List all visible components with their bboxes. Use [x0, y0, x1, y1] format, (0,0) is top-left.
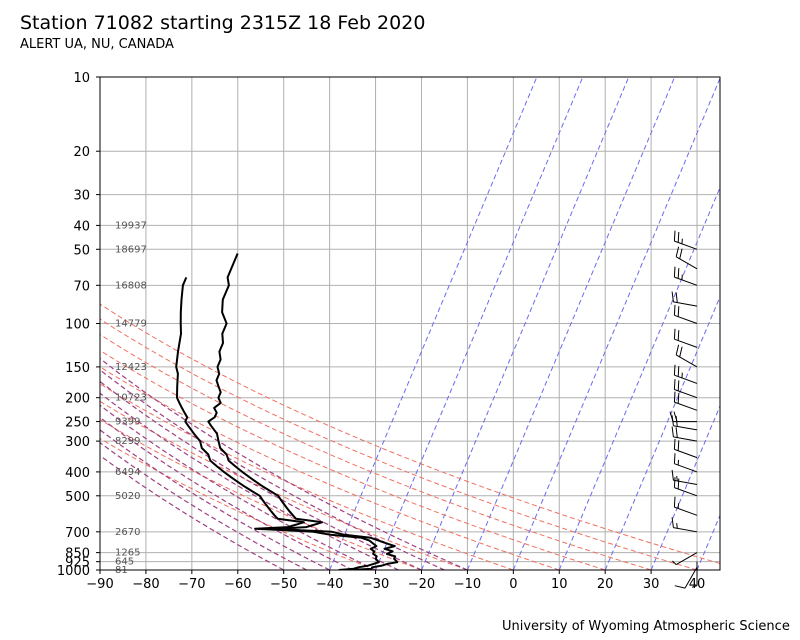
dry-adiabat-line [100, 437, 376, 570]
x-tick-label: −10 [454, 577, 481, 592]
y-tick-label: 70 [73, 279, 90, 294]
y-tick-label: 40 [73, 219, 90, 234]
y-tick-label: 30 [73, 189, 90, 204]
x-tick-label: −30 [362, 577, 389, 592]
chart-title: Station 71082 starting 2315Z 18 Feb 2020 [20, 12, 426, 34]
moist-adiabat-line [100, 357, 468, 570]
height-label: 14779 [115, 319, 147, 330]
x-tick-label: −20 [408, 577, 435, 592]
y-tick-label: 150 [65, 361, 90, 376]
wind-barb [673, 496, 698, 516]
wind-barb [673, 230, 698, 250]
y-tick-label: 1000 [57, 564, 90, 579]
wind-barb [673, 391, 698, 411]
y-tick-label: 100 [65, 318, 90, 333]
y-tick-label: 250 [65, 416, 90, 431]
isotherm-line [421, 77, 630, 570]
moist-adiabat-line [100, 392, 399, 570]
y-tick-label: 20 [73, 145, 90, 160]
wind-barb [673, 364, 698, 384]
y-tick-label: 200 [65, 392, 90, 407]
height-label: 2670 [115, 527, 140, 538]
wind-barbs [669, 230, 698, 589]
wind-barb [673, 379, 698, 399]
height-label: 9399 [115, 417, 140, 428]
dewpoint-line [175, 277, 380, 570]
wind-barb [671, 517, 698, 533]
wind-barb [671, 426, 698, 442]
background-lines [100, 77, 720, 570]
x-tick-label: 0 [509, 577, 517, 592]
height-label: 19937 [115, 220, 147, 231]
dry-adiabat-line [100, 318, 698, 570]
x-tick-label: −70 [178, 577, 205, 592]
height-labels: 8164512652670502064948299939910723124231… [115, 220, 147, 576]
y-tick-label: 500 [65, 490, 90, 505]
x-tick-label: 10 [551, 577, 568, 592]
wind-barb [673, 453, 698, 473]
wind-barb [675, 246, 698, 270]
wind-barb [673, 438, 698, 459]
height-label: 6494 [115, 467, 140, 478]
height-label: 1265 [115, 548, 140, 559]
y-tick-label: 300 [65, 435, 90, 450]
credit-text: University of Wyoming Atmospheric Scienc… [502, 619, 790, 634]
chart-subtitle: ALERT UA, NU, CANADA [20, 37, 174, 52]
height-label: 12423 [115, 362, 147, 373]
moist-adiabat-line [100, 369, 445, 570]
height-label: 10723 [115, 393, 147, 404]
wind-barb [674, 567, 698, 589]
x-tick-label: 40 [689, 577, 706, 592]
height-label: 18697 [115, 244, 147, 255]
isotherm-line [466, 77, 676, 570]
wind-barb [672, 552, 698, 566]
y-tick-label: 700 [65, 526, 90, 541]
dry-adiabat-line [100, 418, 422, 570]
y-tick-label: 925 [65, 556, 90, 571]
wind-barb [673, 328, 698, 348]
moist-adiabat-line [100, 429, 330, 570]
isotherm-line [512, 77, 720, 570]
grid-lines [99, 76, 720, 571]
isotherm-line [650, 404, 720, 570]
y-tick-label: 50 [73, 243, 90, 258]
x-tick-label: 20 [597, 577, 614, 592]
x-tick-label: −50 [270, 577, 297, 592]
dry-adiabat-line [100, 303, 720, 564]
axes: −90 −80 −70 −60 −50 −40 −30 −20 −10 0 10 20 30 40 10 20… [57, 71, 705, 592]
wind-barb [673, 304, 698, 324]
wind-barb [669, 411, 698, 423]
moist-adiabat-line [100, 454, 284, 570]
x-tick-label: −40 [316, 577, 343, 592]
height-label: 16808 [115, 280, 147, 291]
x-tick-label: −80 [132, 577, 159, 592]
height-label: 5020 [115, 491, 140, 502]
y-tick-label: 850 [65, 547, 90, 562]
height-label: 645 [115, 557, 134, 568]
moist-adiabat-line [100, 416, 353, 570]
y-tick-label: 400 [65, 466, 90, 481]
sounding-profiles [175, 253, 399, 570]
moist-adiabat-line [100, 441, 307, 570]
isotherm-line [558, 186, 720, 570]
isotherm-line [604, 295, 720, 570]
x-tick-label: −90 [86, 577, 113, 592]
x-tick-label: 30 [643, 577, 660, 592]
isotherm-line [329, 77, 538, 570]
x-tick-label: −60 [224, 577, 251, 592]
height-label: 8299 [115, 436, 140, 447]
wind-barb [673, 266, 698, 286]
wind-barb [675, 344, 698, 368]
wind-barb [671, 291, 698, 307]
y-tick-label: 10 [73, 71, 90, 86]
isotherm-line [375, 77, 584, 570]
wind-barb [671, 469, 698, 486]
temperature-line [207, 253, 399, 570]
wind-barb [673, 477, 698, 497]
